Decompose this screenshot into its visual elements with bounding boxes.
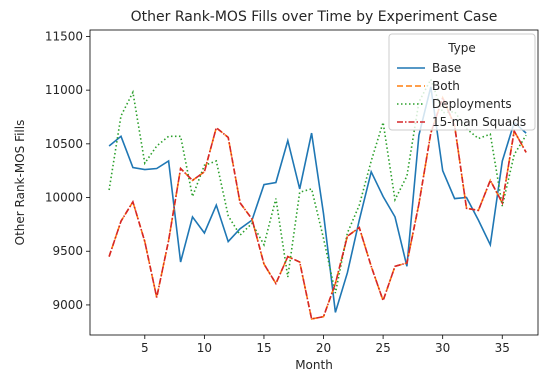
legend-entry: Both xyxy=(432,79,460,93)
series-lines xyxy=(108,77,527,320)
x-axis-label: Month xyxy=(295,358,333,372)
legend: Type Base Both Deployments 15-man Squads xyxy=(388,33,536,131)
y-tick-label: 11500 xyxy=(45,29,83,43)
x-tick-label: 30 xyxy=(435,341,450,355)
x-tick-label: 15 xyxy=(256,341,271,355)
x-axis: 5 10 15 20 25 30 35 xyxy=(141,335,510,355)
x-tick-label: 10 xyxy=(197,341,212,355)
y-tick-label: 11000 xyxy=(45,83,83,97)
y-axis-label: Other Rank-MOS Fills xyxy=(13,120,27,246)
legend-title: Type xyxy=(447,41,476,55)
x-tick-label: 35 xyxy=(495,341,510,355)
x-tick-label: 5 xyxy=(141,341,149,355)
y-tick-label: 9500 xyxy=(52,244,83,258)
legend-entry: Deployments xyxy=(432,97,512,111)
series-line-3 xyxy=(108,95,527,320)
series-line-0 xyxy=(108,86,527,313)
chart-title: Other Rank-MOS Fills over Time by Experi… xyxy=(131,9,498,25)
legend-entry: Base xyxy=(432,61,461,75)
y-axis: 9000 9500 10000 10500 11000 11500 xyxy=(45,29,90,312)
x-tick-label: 25 xyxy=(375,341,390,355)
y-tick-label: 9000 xyxy=(52,298,83,312)
legend-entry: 15-man Squads xyxy=(432,115,526,129)
legend-box xyxy=(388,33,536,131)
x-tick-label: 20 xyxy=(316,341,331,355)
y-tick-label: 10500 xyxy=(45,137,83,151)
y-tick-label: 10000 xyxy=(45,191,83,205)
